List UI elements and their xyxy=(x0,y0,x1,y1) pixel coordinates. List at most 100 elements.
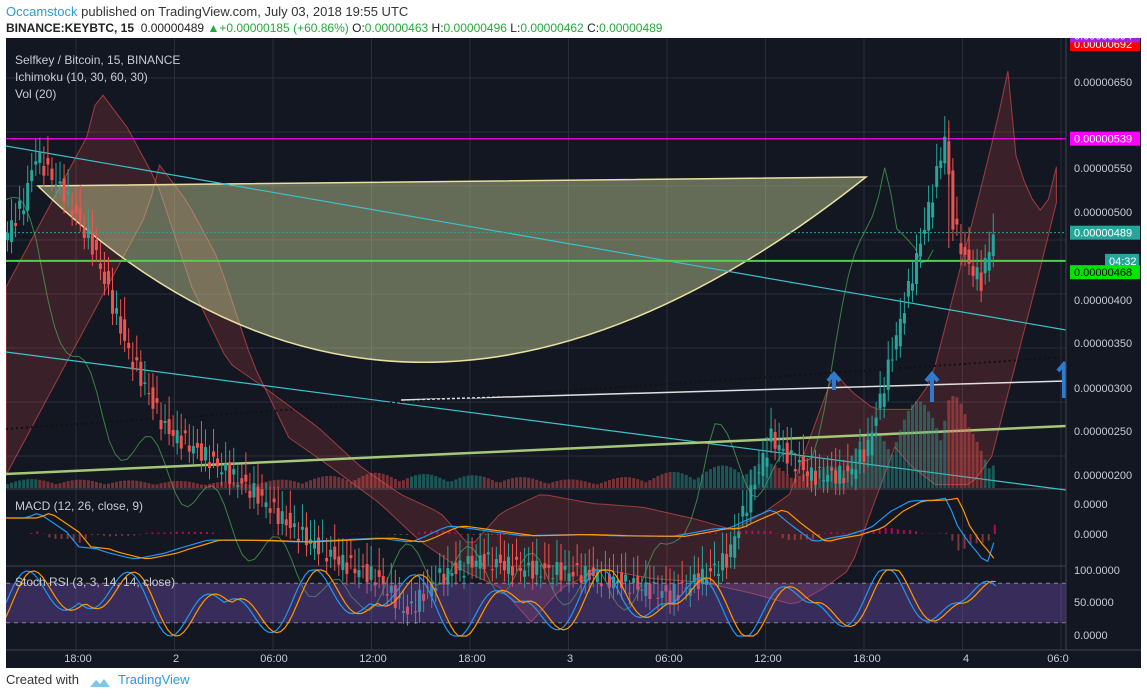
candle xyxy=(656,597,660,599)
candle xyxy=(276,507,280,524)
volume-bar xyxy=(42,480,46,488)
candle xyxy=(325,557,329,562)
candle xyxy=(183,430,187,434)
candles xyxy=(6,116,995,626)
macd-line xyxy=(6,497,995,563)
tradingview-brand[interactable]: TradingView xyxy=(118,672,190,687)
ichimoku-cloud xyxy=(6,70,1057,623)
volume-bar xyxy=(458,477,462,488)
candle xyxy=(244,474,248,482)
volume-bar xyxy=(175,480,179,488)
volume-bar xyxy=(131,480,135,488)
macd-histogram-bar xyxy=(48,534,51,538)
price-tick: 0.00000650 xyxy=(1074,77,1132,89)
candle xyxy=(628,592,632,594)
volume-bar xyxy=(979,450,983,488)
candle xyxy=(749,485,753,513)
volume-bar xyxy=(543,482,547,488)
legend-macd[interactable]: MACD (12, 26, close, 9) xyxy=(15,499,143,513)
candle xyxy=(442,573,446,585)
volume-bar xyxy=(353,480,357,488)
up-arrow-icon xyxy=(924,370,940,402)
volume-bar xyxy=(692,479,696,488)
volume-bar xyxy=(490,479,494,488)
time-axis[interactable]: 18:00 2 06:00 12:00 18:00 3 06:00 12:00 18:00 4 06… xyxy=(6,649,1141,668)
time-tick: 18:00 xyxy=(64,653,92,665)
price-axis[interactable]: 0.00000650 0.00000550 0.00000500 0.00000400… xyxy=(1065,38,1141,668)
volume-bar xyxy=(212,482,216,488)
macd-histogram-bar xyxy=(484,534,487,536)
volume-bar xyxy=(983,459,987,488)
candle xyxy=(22,210,26,215)
candle xyxy=(733,536,737,558)
open-value: 0.00000463 xyxy=(364,21,429,35)
candle xyxy=(337,556,341,565)
volume-bar xyxy=(729,467,733,488)
candle xyxy=(757,472,761,474)
author-link[interactable]: Occamstock xyxy=(6,4,78,19)
candle xyxy=(721,553,725,571)
volume-bar xyxy=(498,482,502,488)
volume-bar xyxy=(745,474,749,488)
legend-volume[interactable]: Vol (20) xyxy=(15,87,56,101)
volume-bar xyxy=(777,467,781,488)
candle xyxy=(660,591,664,598)
neckline xyxy=(400,380,1067,401)
volume-bar xyxy=(575,479,579,488)
volume-bar xyxy=(636,479,640,488)
tradingview-logo-icon[interactable] xyxy=(89,676,111,687)
close-value: 0.00000489 xyxy=(599,21,663,35)
stoch-tick: 100.0000 xyxy=(1074,565,1120,577)
volume-bar xyxy=(86,480,90,488)
candle xyxy=(397,596,401,599)
candle xyxy=(191,445,195,454)
candle xyxy=(886,359,890,390)
macd-histogram-bar xyxy=(969,534,972,545)
candle xyxy=(361,565,365,568)
volume-bar xyxy=(434,476,438,488)
time-tick: 3 xyxy=(567,653,573,665)
volume-bar xyxy=(216,482,220,488)
high-value: 0.00000496 xyxy=(443,21,507,35)
macd-histogram-bar xyxy=(454,532,457,534)
candle xyxy=(866,439,870,457)
candle xyxy=(10,220,14,243)
volume-bar xyxy=(591,483,595,488)
macd-histogram-bar xyxy=(60,534,63,539)
candle xyxy=(159,419,163,430)
candle xyxy=(74,205,78,214)
volume-bar xyxy=(579,480,583,488)
macd-histogram-bar xyxy=(787,534,790,541)
volume-bar xyxy=(442,479,446,488)
macd-histogram-bar xyxy=(424,531,427,534)
support-line xyxy=(6,424,1067,476)
candle xyxy=(830,467,834,471)
chart-canvas[interactable]: 0.00000650 0.00000550 0.00000500 0.00000400… xyxy=(6,38,1141,668)
legend-stoch-rsi[interactable]: Stoch RSI (3, 3, 14, 14, close) xyxy=(15,575,175,589)
candle xyxy=(381,575,385,585)
volume-bar xyxy=(410,476,413,488)
price-tag-label: 0.00000539 xyxy=(1074,134,1132,146)
volume-bar xyxy=(640,480,644,488)
high-label: H: xyxy=(431,21,444,35)
candle xyxy=(333,546,337,560)
candle xyxy=(551,578,555,580)
price-tag xyxy=(1070,38,1140,43)
candle xyxy=(175,430,179,444)
candle xyxy=(967,249,971,264)
candle xyxy=(6,232,9,241)
price-tag-label: 04:32 xyxy=(1109,256,1137,268)
legend-ichimoku[interactable]: Ichimoku (10, 30, 60, 30) xyxy=(15,70,148,84)
channel-upper xyxy=(6,145,1067,331)
candle xyxy=(240,478,244,484)
macd-histogram-bar xyxy=(793,534,796,540)
volume-bar xyxy=(717,465,721,488)
candle xyxy=(801,456,805,471)
macd-histogram-bar xyxy=(72,534,75,541)
macd-histogram-bar xyxy=(708,532,711,534)
signal-line xyxy=(6,497,995,560)
volume-bar xyxy=(818,469,822,488)
candle xyxy=(939,160,943,169)
candle xyxy=(870,434,874,456)
macd-histogram-bar xyxy=(205,531,208,534)
